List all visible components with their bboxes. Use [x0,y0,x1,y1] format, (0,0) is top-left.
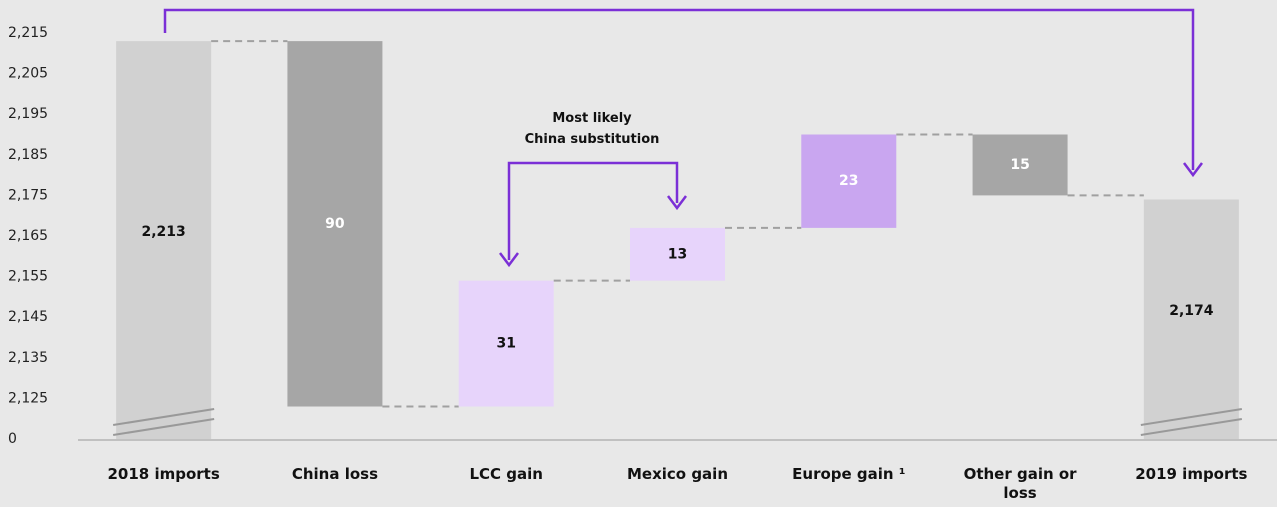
arrow-head [499,252,519,268]
plot: 0 2,125 2,135 2,145 2,155 2,165 2,175 2,185 2,19… [8,25,1277,447]
arrow-head [667,195,687,211]
value-label: 13 [668,246,687,262]
value-label: 90 [325,216,345,232]
x-tick-label: Mexico gain [626,465,728,483]
x-tick-label: Other gain or loss [963,465,1077,502]
substitution-arrow [507,161,679,260]
y-tick-label: 2,165 [8,228,48,244]
y-tick-label: 2,175 [8,187,48,203]
arrow-head [1183,162,1203,178]
bar [972,134,1068,196]
bar [630,227,725,281]
y-tick-label: 2,205 [8,66,48,82]
y-tick-label: 2,155 [8,269,48,285]
x-tick-label: 2018 imports [107,465,220,483]
axis-break [112,408,215,426]
axis-break [112,418,215,436]
value-label: 23 [839,173,858,189]
y-tick-label: 2,145 [8,309,48,325]
bar [1143,199,1239,439]
y-tick-label: 0 [8,431,17,447]
y-tick-label: 2,185 [8,147,48,163]
axis-break [1140,408,1243,426]
y-tick-label: 2,125 [8,390,48,406]
annotation: China substitution [524,132,660,147]
x-tick-label: Europe gain ¹ [792,465,906,483]
bar [801,134,897,228]
value-label: 2,174 [1169,303,1214,319]
x-tick-label: LCC gain [469,465,543,483]
bar [116,41,212,440]
y-tick-label: 2,195 [8,106,48,122]
value-label: 15 [1010,157,1029,173]
x-tick-label: China loss [291,465,378,483]
axis-break [1140,418,1243,436]
y-tick-label: 2,215 [8,25,48,41]
value-label: 2,213 [141,224,185,240]
bar [458,280,554,407]
annotation: Most likely [552,111,632,126]
value-label: 31 [496,336,515,352]
x-tick-label: 2019 imports [1135,465,1248,483]
y-tick-label: 2,135 [8,350,48,366]
total-arrow [163,8,1195,170]
bar [287,41,383,407]
